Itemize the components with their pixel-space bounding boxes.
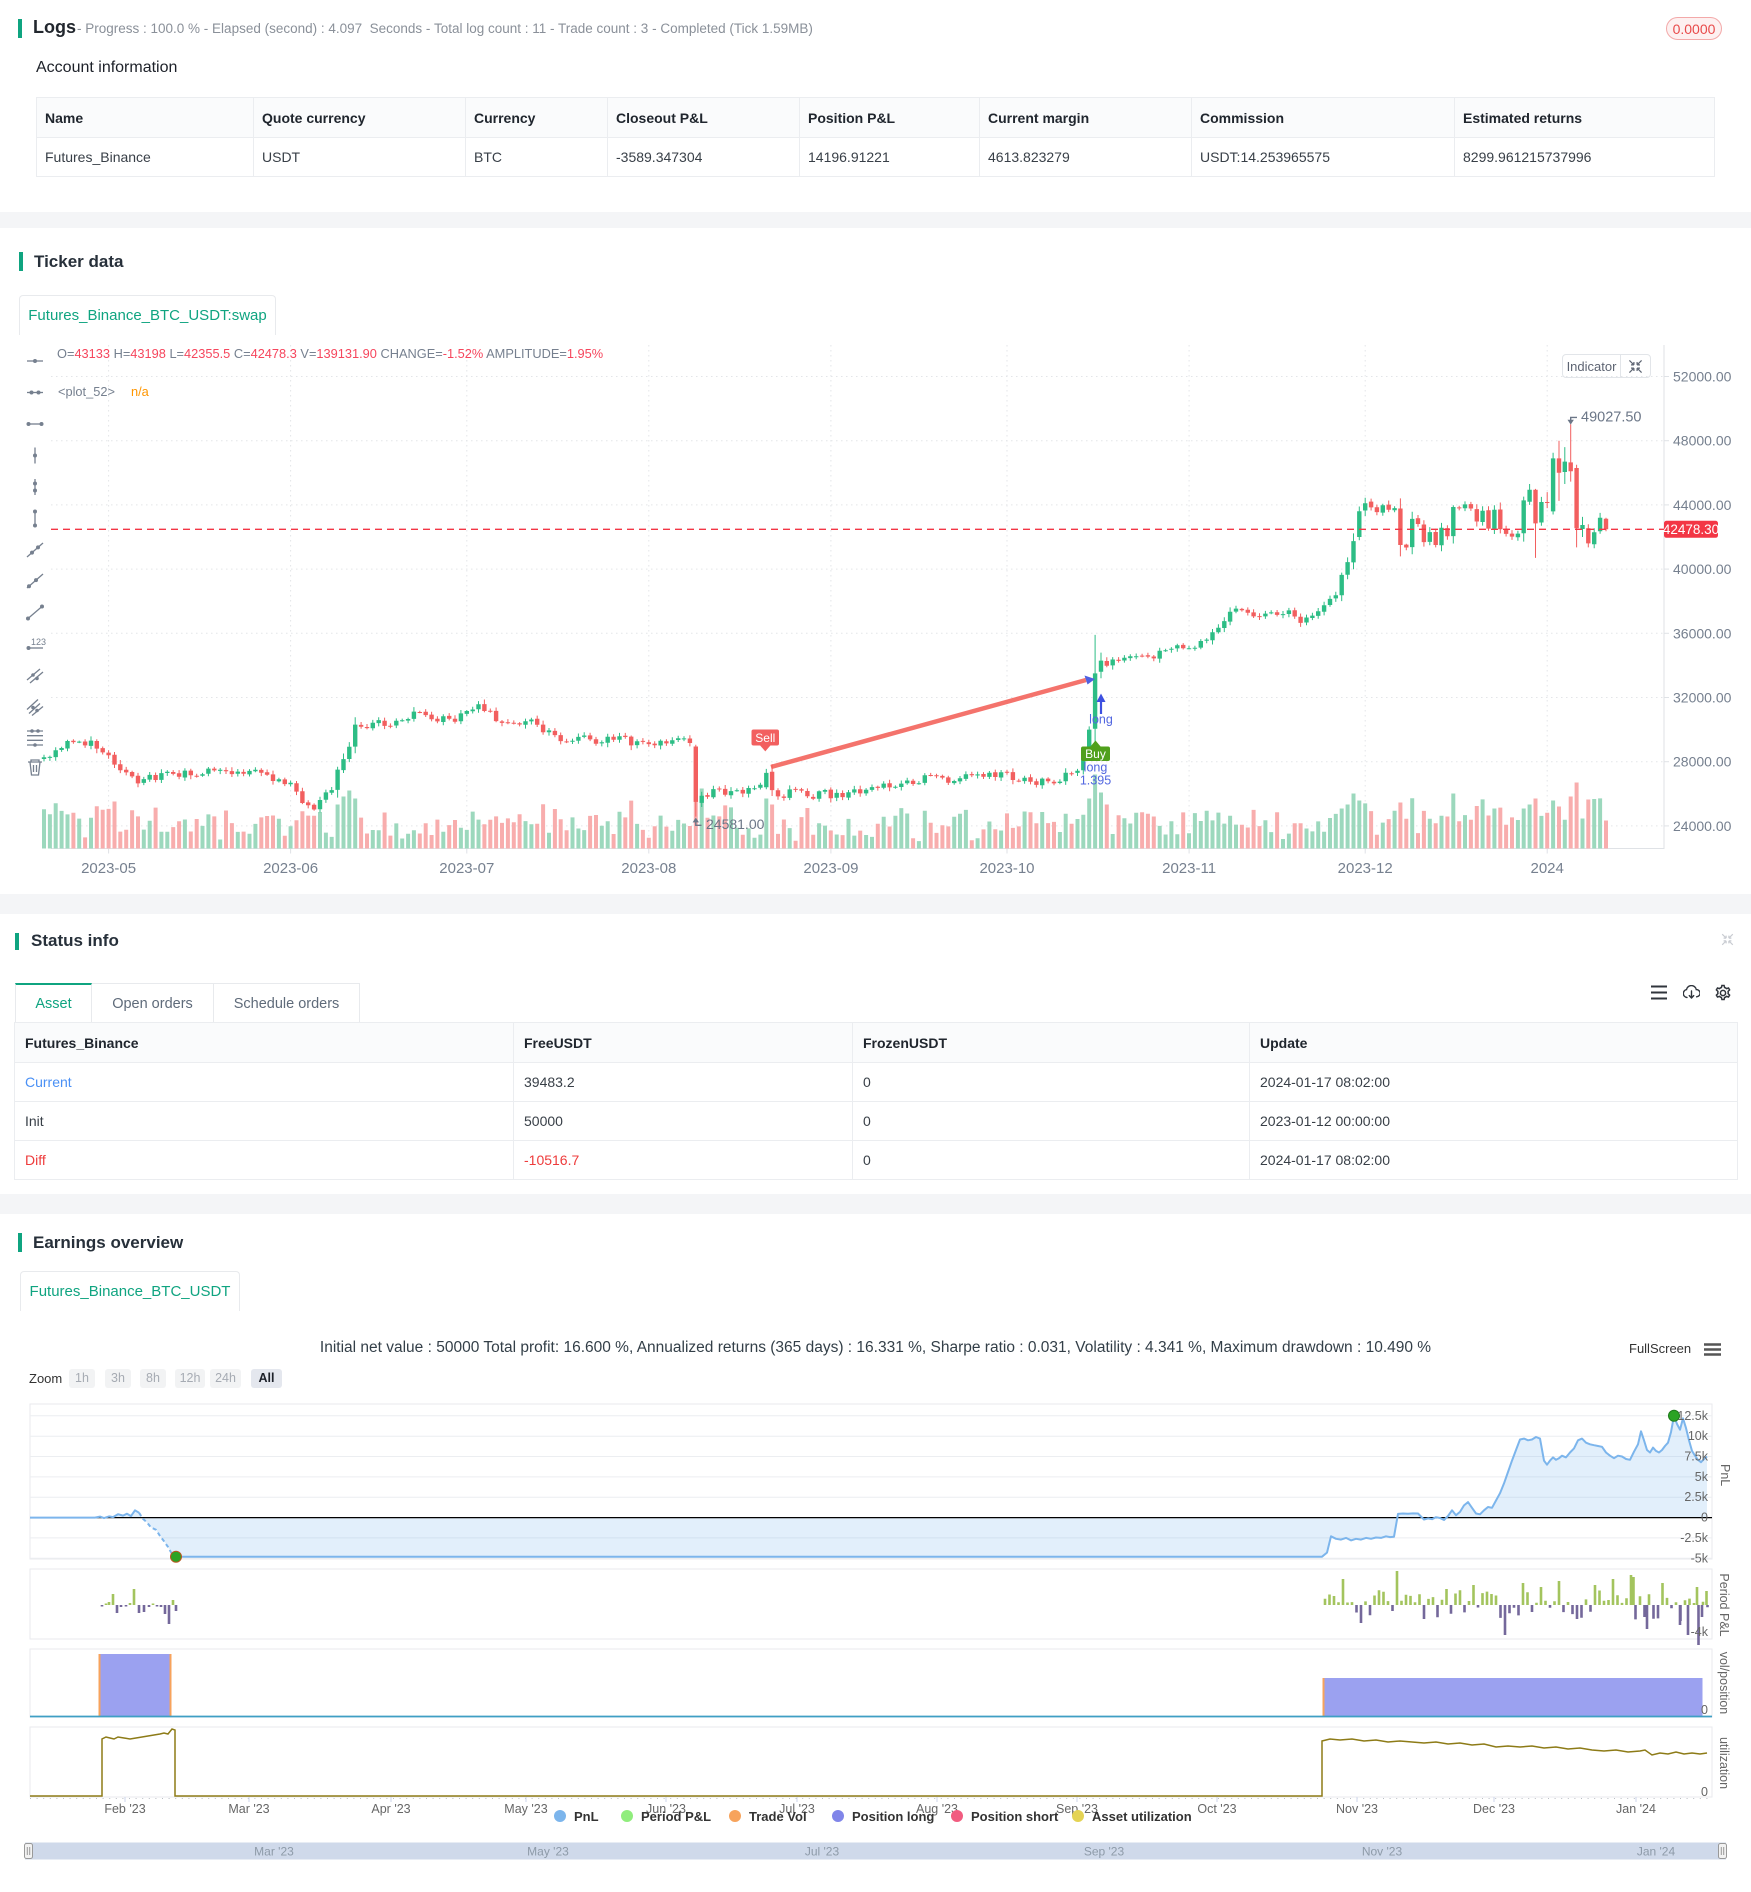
svg-text:49027.50: 49027.50 [1581,410,1641,426]
svg-text:2023-09: 2023-09 [803,860,858,877]
svg-text:2023-10: 2023-10 [979,860,1034,877]
svg-text:Mar '23: Mar '23 [254,1845,294,1859]
svg-text:2023-06: 2023-06 [263,860,318,877]
svg-text:2.5k: 2.5k [1684,1490,1708,1504]
svg-text:42478.30: 42478.30 [1663,522,1719,537]
svg-text:O=43133 H=43198 L=42355.5 C=42: O=43133 H=43198 L=42355.5 C=42478.3 V=13… [57,346,603,361]
svg-text:2023-05: 2023-05 [81,860,136,877]
svg-text:2023-12: 2023-12 [1338,860,1393,877]
svg-text:24581.00: 24581.00 [706,816,765,832]
svg-text:Jul '23: Jul '23 [805,1845,840,1859]
svg-text:Oct '23: Oct '23 [1197,1802,1236,1816]
svg-text:2024: 2024 [1531,860,1564,877]
svg-text:Sell: Sell [755,731,775,745]
svg-text:Feb '23: Feb '23 [104,1802,145,1816]
svg-text:Sep '23: Sep '23 [1056,1802,1098,1816]
svg-text:Apr '23: Apr '23 [371,1802,410,1816]
svg-text:0: 0 [1701,1703,1708,1717]
svg-text:7.5k: 7.5k [1684,1450,1708,1464]
svg-text:48000.00: 48000.00 [1673,433,1732,449]
svg-text:2023-08: 2023-08 [621,860,676,877]
svg-text:Sep '23: Sep '23 [1084,1845,1125,1859]
svg-text:Jun '23: Jun '23 [646,1802,686,1816]
svg-text:2023-07: 2023-07 [439,860,494,877]
svg-text:Position long: Position long [852,1809,934,1824]
svg-text:Nov '23: Nov '23 [1362,1845,1403,1859]
svg-text:24000.00: 24000.00 [1673,818,1732,834]
svg-text:12.5k: 12.5k [1677,1409,1708,1423]
svg-text:Asset utilization: Asset utilization [1092,1809,1192,1824]
svg-text:28000.00: 28000.00 [1673,754,1732,770]
svg-text:32000.00: 32000.00 [1673,690,1732,706]
svg-text:PnL: PnL [574,1809,599,1824]
svg-text:36000.00: 36000.00 [1673,625,1732,641]
svg-text:-2.5k: -2.5k [1680,1531,1709,1545]
svg-text:40000.00: 40000.00 [1673,561,1732,577]
svg-text:52000.00: 52000.00 [1673,369,1732,385]
svg-text:1.395: 1.395 [1080,774,1111,788]
svg-text:long: long [1084,761,1108,775]
svg-text:long: long [1089,713,1113,727]
svg-text:2023-11: 2023-11 [1162,860,1216,877]
svg-text:10k: 10k [1688,1429,1709,1443]
svg-text:n/a: n/a [131,384,150,399]
svg-text:123: 123 [31,637,46,647]
svg-text:Period P&L: Period P&L [641,1809,711,1824]
svg-text:Jul '23: Jul '23 [779,1802,815,1816]
svg-text:-5k: -5k [1691,1551,1709,1565]
svg-text:Dec '23: Dec '23 [1473,1802,1515,1816]
svg-text:Jan '24: Jan '24 [1616,1802,1656,1816]
svg-text:<plot_52>: <plot_52> [58,384,115,399]
svg-text:Jan '24: Jan '24 [1637,1845,1676,1859]
svg-text:Trade Vol: Trade Vol [749,1809,807,1824]
svg-text:0: 0 [1701,1511,1708,1525]
svg-text:Nov '23: Nov '23 [1336,1802,1378,1816]
svg-text:Buy: Buy [1085,747,1106,761]
svg-text:44000.00: 44000.00 [1673,497,1732,513]
svg-text:Mar '23: Mar '23 [228,1802,269,1816]
svg-text:0: 0 [1701,1785,1708,1799]
svg-text:May '23: May '23 [504,1802,547,1816]
svg-text:Aug '23: Aug '23 [916,1802,958,1816]
svg-text:Position short: Position short [971,1809,1059,1824]
svg-text:-4k: -4k [1691,1625,1709,1639]
svg-text:May '23: May '23 [527,1845,569,1859]
svg-text:5k: 5k [1695,1470,1709,1484]
